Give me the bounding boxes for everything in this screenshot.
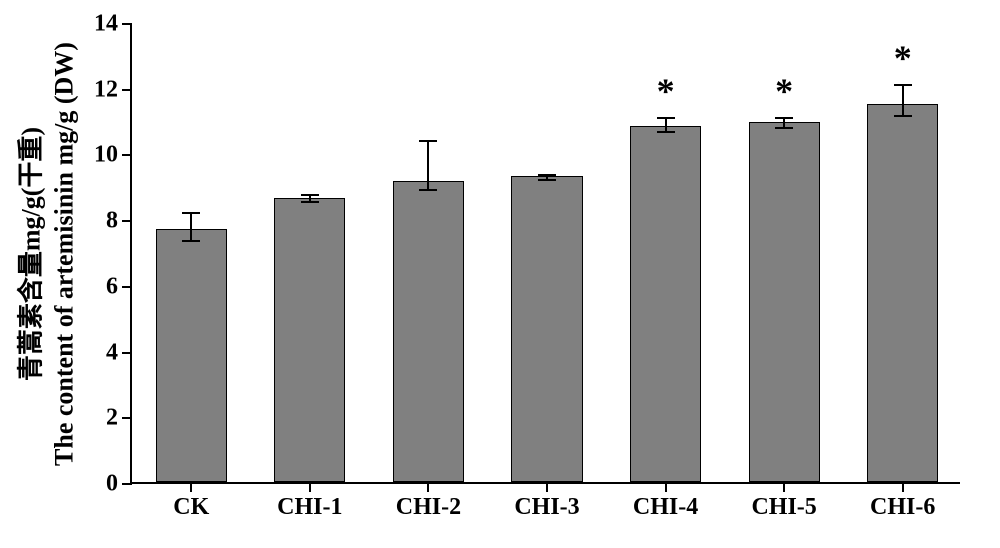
y-tick-label: 12	[94, 76, 118, 103]
y-tick	[122, 23, 132, 25]
y-tick-label: 14	[94, 11, 118, 38]
error-cap-bottom	[538, 179, 556, 181]
significance-mark: *	[775, 70, 793, 112]
x-tick	[546, 482, 548, 492]
x-tick-label: CHI-5	[751, 494, 816, 521]
significance-mark: *	[657, 70, 675, 112]
x-tick	[902, 482, 904, 492]
y-tick	[122, 286, 132, 288]
x-tick-label: CHI-6	[870, 494, 935, 521]
error-cap-top	[894, 84, 912, 86]
y-tick-label: 10	[94, 142, 118, 169]
y-tick-label: 2	[106, 405, 118, 432]
significance-mark: *	[894, 37, 912, 79]
x-tick-label: CHI-2	[396, 494, 461, 521]
bar-chart-figure: 青蒿素含量mg/g(干重) The content of artemisinin…	[0, 0, 1000, 548]
bar-CHI-3	[511, 176, 582, 482]
error-bar	[427, 141, 429, 190]
error-bar	[902, 85, 904, 116]
bar-CHI-6	[867, 104, 938, 482]
bar-CHI-2	[393, 181, 464, 482]
x-tick-label: CHI-4	[633, 494, 698, 521]
error-cap-bottom	[894, 115, 912, 117]
y-axis-label: 青蒿素含量mg/g(干重) The content of artemisinin…	[16, 42, 81, 466]
x-tick-label: CHI-3	[514, 494, 579, 521]
error-bar	[665, 118, 667, 133]
x-tick	[665, 482, 667, 492]
error-cap-bottom	[301, 201, 319, 203]
error-cap-bottom	[775, 127, 793, 129]
error-cap-bottom	[657, 131, 675, 133]
y-tick-label: 8	[106, 208, 118, 235]
y-tick	[122, 220, 132, 222]
y-tick-label: 6	[106, 273, 118, 300]
error-cap-top	[775, 117, 793, 119]
x-tick	[427, 482, 429, 492]
x-tick-label: CHI-1	[277, 494, 342, 521]
bar-CHI-5	[749, 122, 820, 482]
error-bar	[190, 213, 192, 241]
y-tick	[122, 154, 132, 156]
y-tick-label: 0	[106, 471, 118, 498]
x-tick	[783, 482, 785, 492]
x-tick	[309, 482, 311, 492]
y-axis-label-line2: The content of artemisinin mg/g (DW)	[49, 42, 78, 466]
bar-CK	[156, 229, 227, 482]
error-cap-bottom	[419, 189, 437, 191]
error-cap-top	[419, 140, 437, 142]
error-cap-top	[657, 117, 675, 119]
error-cap-top	[301, 194, 319, 196]
plot-area: 02468101214CKCHI-1CHI-2CHI-3*CHI-4*CHI-5…	[130, 24, 960, 484]
error-cap-bottom	[182, 240, 200, 242]
y-tick	[122, 352, 132, 354]
error-cap-top	[538, 174, 556, 176]
x-tick-label: CK	[173, 494, 209, 521]
y-tick-label: 4	[106, 339, 118, 366]
y-tick	[122, 417, 132, 419]
error-cap-top	[182, 212, 200, 214]
bar-CHI-1	[274, 198, 345, 482]
bar-CHI-4	[630, 126, 701, 483]
x-tick	[190, 482, 192, 492]
y-axis-label-line1: 青蒿素含量mg/g(干重)	[17, 127, 46, 381]
y-tick	[122, 483, 132, 485]
y-tick	[122, 89, 132, 91]
